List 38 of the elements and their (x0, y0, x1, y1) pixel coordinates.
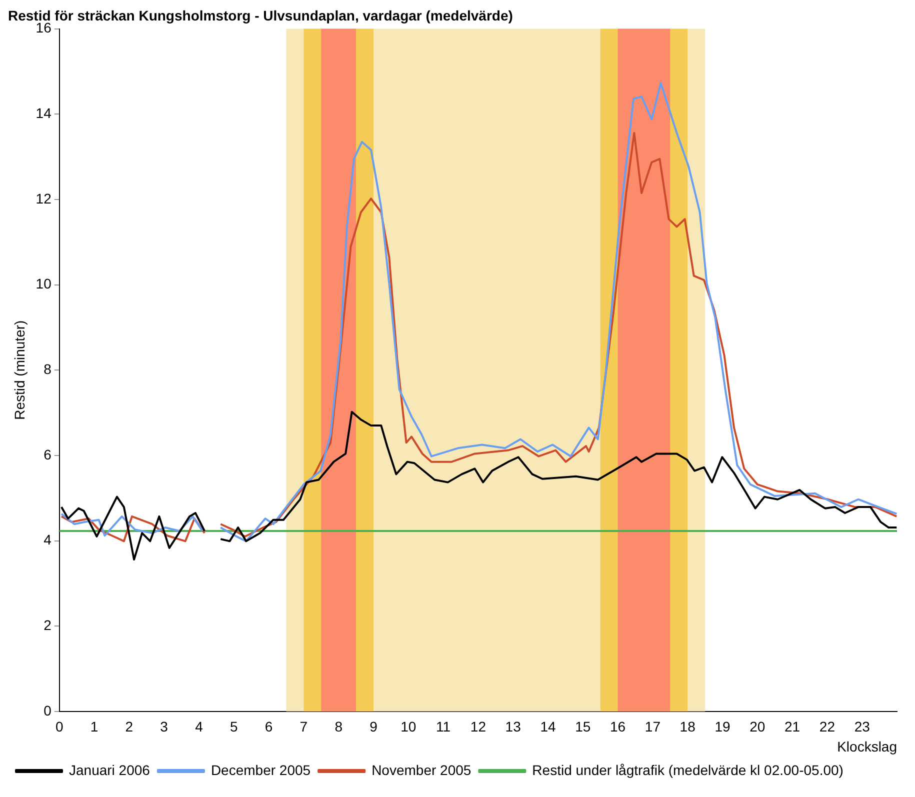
y-axis-title: Restid (minuter) (11, 320, 28, 420)
x-tick-label: 11 (436, 718, 451, 735)
y-tick-label: 8 (44, 360, 52, 377)
x-tick-label: 5 (230, 718, 238, 735)
x-tick-label: 12 (470, 718, 486, 735)
x-tick-label: 19 (714, 718, 730, 735)
y-tick-label: 6 (44, 446, 52, 462)
y-tick-label: 0 (44, 702, 52, 718)
x-tick-label: 8 (334, 718, 343, 735)
x-tick-label: 15 (575, 718, 591, 735)
x-tick-label: 14 (540, 718, 556, 735)
x-tick-label: 20 (750, 718, 766, 735)
x-tick-label: 3 (160, 718, 168, 735)
x-tick-label: 18 (680, 718, 696, 735)
legend-label: November 2005 (372, 762, 472, 778)
legend-label: Restid under lågtrafik (medelvärde kl 02.00-05.00) (532, 762, 844, 778)
y-tick-label: 12 (36, 190, 52, 206)
y-tick-label: 10 (36, 276, 52, 292)
x-axis-title: Klockslag (837, 738, 897, 754)
y-tick-label: 14 (36, 104, 52, 121)
x-tick-label: 1 (90, 718, 98, 735)
x-tick-label: 21 (784, 718, 800, 735)
x-tick-label: 2 (125, 718, 134, 735)
x-tick-label: 4 (195, 718, 204, 735)
y-tick-label: 2 (44, 616, 52, 633)
x-tick-label: 23 (854, 718, 870, 735)
y-tick-label: 4 (44, 532, 52, 548)
legend-label: December 2005 (210, 762, 311, 778)
x-tick-label: 7 (300, 718, 308, 735)
x-tick-label: 16 (610, 718, 626, 735)
x-tick-label: 13 (505, 718, 522, 735)
x-tick-label: 6 (264, 718, 273, 735)
legend-label: Januari 2006 (69, 762, 150, 778)
x-tick-label: 9 (370, 718, 378, 735)
x-tick-label: 17 (644, 718, 661, 735)
x-tick-label: 0 (55, 718, 64, 735)
x-tick-label: 22 (819, 718, 836, 735)
x-tick-label: 10 (400, 718, 416, 735)
